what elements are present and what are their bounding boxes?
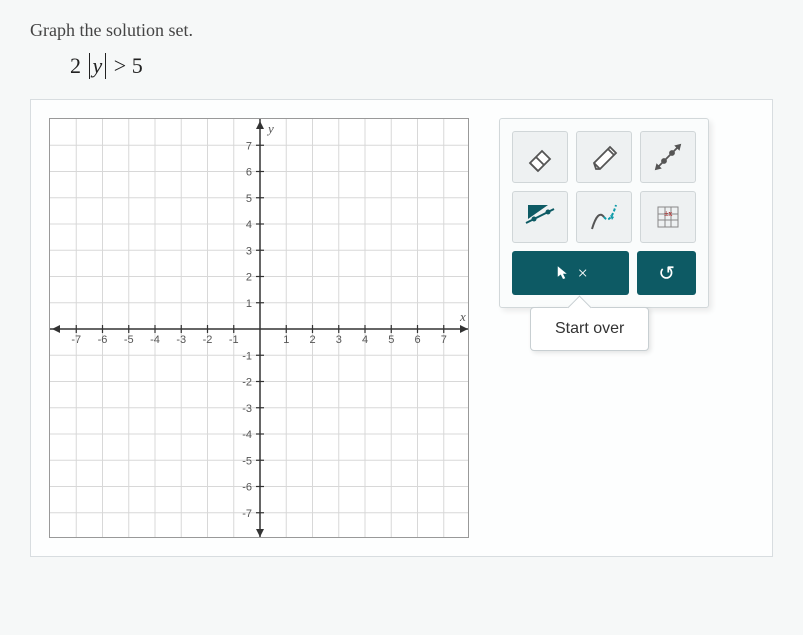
- svg-text:4: 4: [362, 334, 368, 346]
- rhs-value: 5: [132, 53, 143, 78]
- svg-text:1: 1: [283, 334, 289, 346]
- svg-text:6: 6: [414, 334, 420, 346]
- svg-text:x: x: [459, 309, 466, 324]
- line-tool[interactable]: [640, 131, 696, 183]
- inequality-expression: 2 y > 5: [70, 53, 773, 79]
- question-prompt: Graph the solution set.: [30, 20, 773, 41]
- svg-text:4: 4: [246, 219, 252, 231]
- svg-text:-7: -7: [242, 508, 252, 520]
- svg-text:-7: -7: [71, 334, 81, 346]
- curve-tool[interactable]: [576, 191, 632, 243]
- svg-text:3: 3: [246, 245, 252, 257]
- clear-symbol: ×: [578, 263, 588, 284]
- undo-icon: ↺: [658, 261, 675, 286]
- svg-text:-1: -1: [242, 350, 252, 362]
- eraser-tool[interactable]: [512, 131, 568, 183]
- svg-text:-5: -5: [124, 334, 134, 346]
- svg-text:1: 1: [246, 298, 252, 310]
- svg-text:-6: -6: [242, 482, 252, 494]
- svg-text:7: 7: [246, 140, 252, 152]
- undo-button[interactable]: ↺: [637, 251, 696, 295]
- svg-text:-2: -2: [242, 377, 252, 389]
- svg-text:6: 6: [246, 167, 252, 179]
- svg-text:5: 5: [388, 334, 394, 346]
- svg-text:5: 5: [246, 193, 252, 205]
- svg-text:-6: -6: [98, 334, 108, 346]
- svg-text:±x: ±x: [664, 209, 672, 218]
- pointer-icon: [554, 264, 572, 282]
- svg-text:2: 2: [309, 334, 315, 346]
- operator: >: [114, 53, 126, 78]
- svg-text:-1: -1: [229, 334, 239, 346]
- coefficient: 2: [70, 53, 81, 78]
- svg-text:-4: -4: [150, 334, 160, 346]
- clear-button[interactable]: ×: [512, 251, 629, 295]
- svg-text:-4: -4: [242, 429, 252, 441]
- svg-text:-5: -5: [242, 455, 252, 467]
- svg-text:3: 3: [336, 334, 342, 346]
- graph-container: -7 -7 -6 -6 -5 -5 -4 -4 -3 -3 -2 -2 -1-1 1 1 2 2 3 3 4 4 5 5 6 6…: [49, 118, 469, 538]
- grid-snap-tool[interactable]: ±x: [640, 191, 696, 243]
- tooltip-start-over: Start over: [530, 307, 649, 351]
- pencil-tool[interactable]: [576, 131, 632, 183]
- absolute-value: y: [89, 53, 107, 79]
- svg-text:-2: -2: [203, 334, 213, 346]
- svg-text:y: y: [266, 121, 274, 136]
- svg-text:2: 2: [246, 272, 252, 284]
- coordinate-grid[interactable]: -7 -7 -6 -6 -5 -5 -4 -4 -3 -3 -2 -2 -1-1 1 1 2 2 3 3 4 4 5 5 6 6…: [49, 118, 469, 538]
- tool-palette: ±x × ↺ Start over: [499, 118, 709, 308]
- work-panel: -7 -7 -6 -6 -5 -5 -4 -4 -3 -3 -2 -2 -1-1 1 1 2 2 3 3 4 4 5 5 6 6…: [30, 99, 773, 557]
- svg-text:-3: -3: [176, 334, 186, 346]
- svg-text:7: 7: [441, 334, 447, 346]
- svg-text:-3: -3: [242, 403, 252, 415]
- region-tool[interactable]: [512, 191, 568, 243]
